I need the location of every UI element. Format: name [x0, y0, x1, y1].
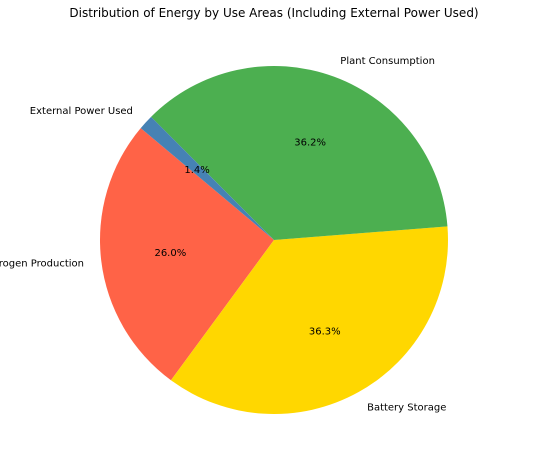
- pie-percent-label: 36.2%: [294, 138, 326, 149]
- pie-slices: [99, 65, 448, 414]
- pie-slice-plant-consumption: [151, 65, 448, 240]
- pie-category-label: External Power Used: [30, 106, 133, 117]
- pie-labels: 26.0% Hydrogen Production 36.3% Battery Sto…: [0, 56, 446, 414]
- pie-percent-label: 36.3%: [309, 327, 341, 338]
- chart-title: Distribution of Energy by Use Areas (Inc…: [69, 6, 478, 20]
- pie-slice-battery-storage: [170, 226, 448, 414]
- pie-category-label: Hydrogen Production: [0, 258, 84, 269]
- pie-slice-external-power-used: [140, 116, 274, 240]
- pie-slice-hydrogen-production: [99, 128, 274, 381]
- pie-percent-label: 26.0%: [154, 248, 186, 259]
- pie-category-label: Battery Storage: [367, 403, 446, 414]
- pie-category-label: Plant Consumption: [340, 56, 435, 67]
- pie-percent-label: 1.4%: [184, 165, 209, 176]
